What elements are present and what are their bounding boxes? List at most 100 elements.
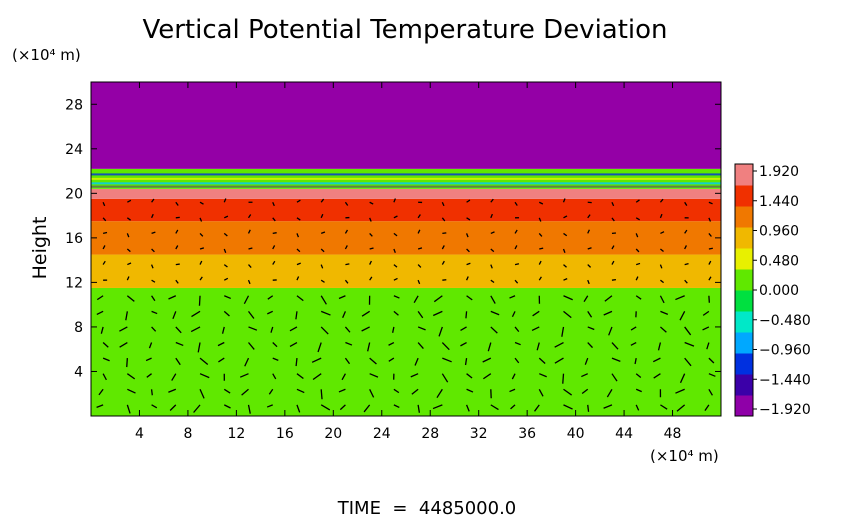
wind-vector: [630, 341, 637, 346]
wind-vector: [659, 295, 665, 304]
wind-vector: [563, 215, 568, 219]
wind-vector: [199, 247, 205, 250]
wind-vector: [341, 373, 346, 381]
wind-vector: [514, 201, 518, 206]
colorbar-tick-label: 1.440: [759, 194, 799, 210]
wind-vector: [438, 326, 443, 337]
wind-vector: [684, 279, 688, 284]
wind-vector: [562, 248, 566, 253]
wind-vector: [296, 373, 304, 379]
wind-vector: [172, 311, 177, 320]
wind-vector: [126, 248, 131, 253]
wind-vector: [127, 388, 136, 394]
wind-vector: [320, 326, 329, 335]
x-tick-label: 12: [227, 426, 245, 442]
wind-vector: [199, 232, 204, 237]
wind-vector: [417, 229, 421, 234]
wind-vector: [659, 198, 664, 203]
wind-vector: [191, 310, 201, 318]
wind-vector: [102, 357, 110, 362]
heatmap-plot-area: [91, 82, 721, 416]
wind-vector: [652, 357, 661, 363]
wind-vector: [708, 201, 713, 205]
wind-vector: [563, 310, 572, 319]
colorbar-segment: [735, 353, 753, 375]
wind-vector: [587, 264, 592, 268]
wind-vector: [490, 310, 500, 316]
x-tick-label: 16: [276, 426, 294, 442]
wind-vector: [393, 310, 399, 316]
wind-vector: [199, 389, 205, 399]
wind-vector: [536, 342, 540, 351]
wind-vector: [465, 233, 469, 238]
wind-vector: [514, 245, 518, 250]
wind-vector: [199, 373, 210, 379]
wind-vector: [369, 247, 374, 250]
colorbar-segment: [735, 227, 753, 249]
wind-vector: [342, 311, 347, 319]
wind-vector: [175, 341, 184, 347]
colorbar-ticks: 1.920 1.440 0.960 0.480 0.000 −0.480 −0.960 −1.…: [753, 164, 811, 418]
wind-vector: [193, 404, 201, 413]
wind-vector: [538, 260, 542, 265]
wind-vector: [531, 326, 540, 332]
wind-vector: [369, 388, 375, 398]
wind-vector: [676, 404, 686, 412]
wind-vector: [151, 310, 158, 315]
wind-vector: [684, 262, 689, 266]
colorbar-segment: [735, 395, 753, 417]
wind-vector: [538, 201, 544, 205]
wind-vector: [175, 229, 179, 234]
wind-vector: [295, 358, 298, 367]
wind-vector: [635, 233, 639, 238]
colorbar-tick-label: −1.440: [759, 372, 811, 388]
wind-vector: [441, 217, 446, 222]
colorbar-segment: [735, 269, 753, 291]
y-tick-label: 4: [74, 364, 83, 380]
wind-vector: [169, 404, 177, 411]
wind-vector: [411, 388, 419, 395]
wind-vector: [679, 311, 686, 321]
wind-vector: [296, 404, 301, 413]
wind-vector: [604, 295, 613, 302]
wind-vector: [653, 373, 661, 379]
wind-vector: [490, 248, 495, 253]
wind-vector: [272, 201, 275, 207]
x-tick-label: 20: [324, 426, 342, 442]
wind-vector: [345, 341, 353, 346]
wind-vector: [248, 264, 252, 268]
wind-vector: [247, 279, 251, 285]
wind-vector: [514, 229, 518, 234]
wind-vector: [538, 357, 546, 365]
y-tick-label: 8: [74, 320, 83, 336]
wind-vector: [708, 260, 712, 265]
heatmap-layer: [91, 82, 721, 169]
wind-vector: [417, 310, 424, 319]
wind-vector: [706, 342, 710, 350]
wind-vector: [344, 357, 351, 365]
wind-vector: [100, 326, 104, 334]
wind-vector: [465, 404, 470, 412]
heatmap-layer: [91, 287, 721, 416]
wind-vector: [587, 326, 595, 331]
interface-stripe: [91, 173, 721, 176]
y-tick-label: 20: [65, 186, 83, 202]
y-axis-label: Height: [29, 217, 51, 280]
wind-vector: [367, 342, 371, 352]
wind-vector: [538, 232, 543, 237]
wind-vector: [563, 404, 573, 410]
wind-vector: [296, 199, 301, 203]
wind-vector: [168, 388, 177, 393]
wind-vector: [684, 357, 692, 367]
wind-vector: [611, 373, 618, 382]
wind-vector: [464, 358, 468, 366]
x-tick-label: 40: [567, 426, 585, 442]
wind-vector: [509, 388, 516, 393]
wind-vector: [393, 295, 400, 299]
wind-vector: [393, 264, 398, 268]
colorbar-tick-label: −1.920: [759, 402, 811, 418]
wind-vector: [466, 217, 471, 221]
wind-vector: [223, 277, 229, 281]
wind-vector: [102, 373, 107, 381]
